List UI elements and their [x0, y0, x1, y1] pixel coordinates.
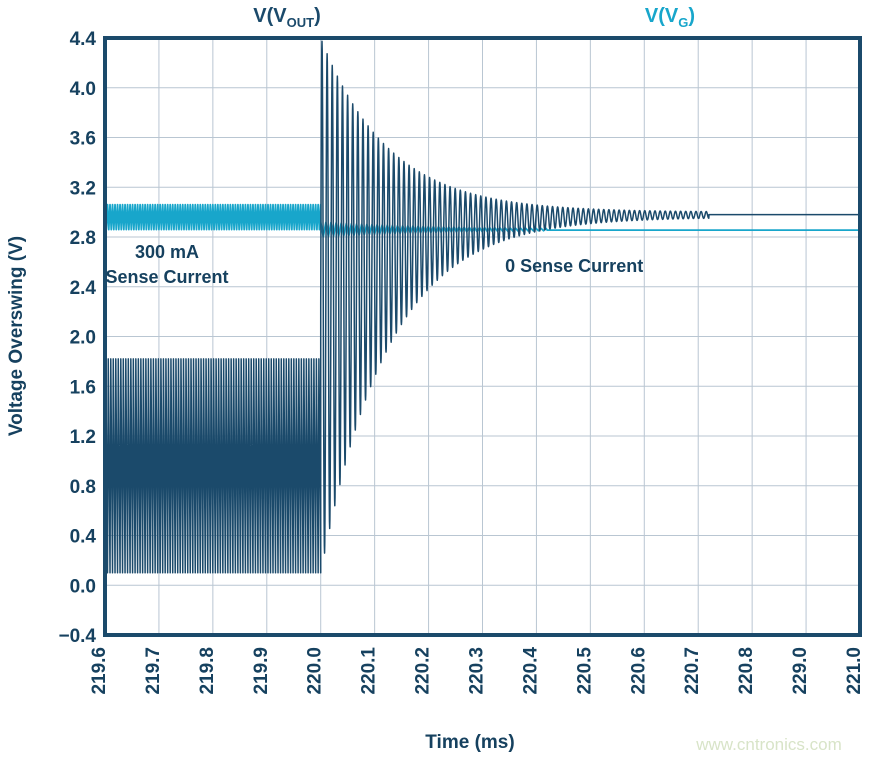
y-tick-label: 3.2	[70, 178, 96, 199]
x-tick-label: 220.7	[682, 647, 703, 695]
x-axis-title: Time (ms)	[425, 732, 514, 753]
series-label-vvout: V(VOUT)	[253, 5, 320, 30]
x-tick-label: 220.1	[359, 647, 380, 695]
chart-annotations: 300 mA Sense Current 0 Sense Current	[105, 242, 643, 287]
x-tick-label: 219.7	[143, 647, 164, 695]
y-tick-label: 4.0	[70, 79, 96, 100]
right-annotation: 0 Sense Current	[505, 256, 643, 276]
x-tick-label: 220.5	[574, 647, 595, 695]
y-tick-label: 0.0	[70, 576, 96, 597]
x-tick-label: 220.4	[520, 647, 541, 695]
y-tick-label: 2.4	[70, 278, 97, 299]
chart-traces	[104, 40, 861, 574]
x-tick-label: 220.6	[628, 647, 649, 695]
x-tick-label: 219.8	[197, 647, 218, 695]
x-tick-label: 220.3	[467, 647, 488, 695]
plot-frame	[103, 36, 862, 637]
x-tick-label: 229.0	[790, 647, 811, 695]
y-tick-label: 1.6	[70, 377, 96, 398]
x-tick-label: 220.2	[413, 647, 434, 695]
y-tick-label: 2.8	[70, 228, 96, 249]
y-tick-label: 2.0	[70, 328, 96, 349]
x-tick-label: 219.9	[251, 647, 272, 695]
trace-vvout	[104, 40, 861, 574]
watermark: www.cntronics.com	[695, 735, 841, 754]
x-tick-label: 221.0	[844, 647, 865, 695]
y-tick-label: 4.4	[70, 29, 97, 50]
x-axis-tick-labels: 219.6 219.7 219.8 219.9 220.0 220.1 220.2 220.3…	[89, 647, 865, 695]
x-tick-label: 220.8	[736, 647, 757, 695]
chart-gridlines	[105, 38, 860, 635]
left-annotation: Sense Current	[105, 267, 228, 287]
y-tick-label: 1.2	[70, 427, 96, 448]
y-tick-label: 0.8	[70, 477, 96, 498]
y-axis-title: Voltage Overswing (V)	[6, 236, 27, 436]
x-tick-label: 219.6	[89, 647, 110, 695]
series-legend-labels: V(VOUT) V(VG)	[253, 5, 695, 30]
y-axis-tick-labels: 4.4 4.0 3.6 3.2 2.8 2.4 2.0 1.6 1.2 0.8 0.4 0.0 −0.4	[58, 29, 96, 647]
series-label-vvg: V(VG)	[645, 5, 695, 30]
y-tick-label: −0.4	[58, 626, 96, 647]
x-tick-label: 220.0	[305, 647, 326, 695]
y-tick-label: 3.6	[70, 129, 96, 150]
left-annotation: 300 mA	[135, 242, 199, 262]
y-tick-label: 0.4	[70, 527, 97, 548]
